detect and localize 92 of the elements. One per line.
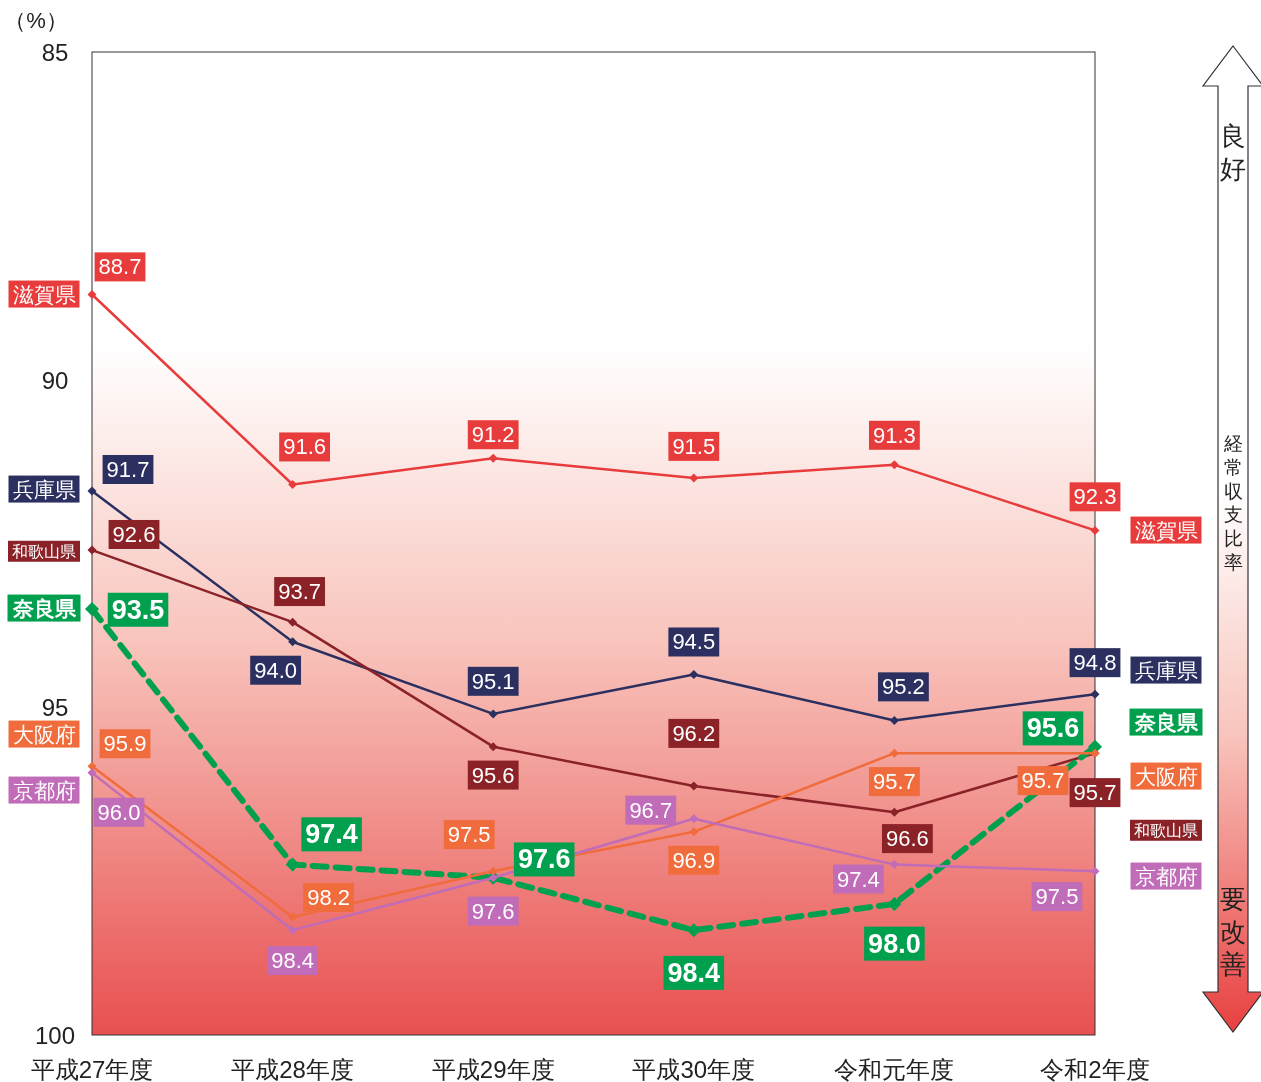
point: [488, 709, 498, 719]
series-label: 和歌山県: [12, 542, 76, 560]
data-label: 97.5: [1035, 884, 1079, 910]
point: [288, 637, 298, 647]
data-label: 98.2: [307, 884, 351, 910]
x-tick-label: 平成29年度: [431, 1056, 555, 1082]
point: [689, 473, 699, 483]
point: [1090, 525, 1100, 535]
data-label: 92.3: [1073, 484, 1117, 510]
point: [488, 866, 498, 876]
series-label: 滋賀県: [12, 282, 76, 306]
point: [488, 453, 498, 463]
legend-label: 奈良県: [11, 596, 77, 620]
point: [288, 480, 298, 490]
text: 京都府: [1134, 864, 1198, 888]
point: [686, 923, 701, 938]
point: [87, 545, 97, 555]
data-label: 96.9: [672, 847, 716, 873]
data-label: 97.4: [305, 819, 358, 850]
x-tick-label: 令和元年度: [834, 1056, 955, 1082]
data-label: 95.2: [881, 674, 925, 700]
data-label: 93.5: [111, 594, 165, 625]
data-label: 98.0: [868, 928, 921, 959]
data-label: 96.7: [629, 797, 673, 823]
data-label: 96.2: [672, 720, 716, 746]
point: [887, 896, 902, 911]
point: [87, 761, 97, 771]
series-label: 京都府: [12, 778, 76, 802]
text: 大阪府: [1134, 764, 1198, 788]
text: 経常収支比率: [1222, 433, 1243, 573]
data-label: 91.6: [283, 434, 327, 460]
y-tick-label: 100: [34, 1022, 76, 1049]
x-tick-label: 平成28年度: [231, 1056, 354, 1082]
point: [288, 912, 298, 922]
data-label: 96.0: [97, 799, 141, 825]
x-tick-label: 平成30年度: [632, 1056, 756, 1082]
data-label: 94.8: [1073, 650, 1117, 676]
point: [689, 814, 699, 824]
point: [689, 781, 699, 791]
data-label: 94.0: [254, 657, 298, 683]
y-tick-label: 95: [41, 694, 69, 722]
data-label: 95.6: [1026, 713, 1080, 744]
point: [689, 670, 699, 680]
data-label: 88.7: [98, 254, 142, 280]
text: 和歌山県: [1134, 821, 1198, 839]
point: [288, 925, 298, 935]
data-label: 97.6: [471, 898, 515, 924]
point: [689, 827, 699, 837]
point: [87, 486, 97, 496]
series-label: 兵庫県: [12, 477, 76, 501]
data-label: 91.7: [106, 456, 150, 482]
data-label: 94.5: [672, 629, 716, 655]
data-label: 91.2: [471, 422, 515, 448]
point: [1090, 689, 1100, 699]
data-label: 95.9: [103, 731, 147, 757]
point: [87, 289, 97, 299]
data-label: 96.6: [885, 826, 929, 852]
text: 滋賀県: [1134, 518, 1198, 542]
data-label: 95.1: [471, 668, 515, 694]
point: [889, 748, 899, 758]
x-tick-label: 令和2年度: [1040, 1056, 1150, 1082]
text: 兵庫県: [1134, 658, 1198, 682]
point: [488, 742, 498, 752]
point: [87, 768, 97, 778]
data-label: 95.6: [471, 762, 515, 788]
point: [889, 807, 899, 817]
data-label: 98.4: [667, 957, 721, 988]
y-tick-label: 90: [41, 366, 69, 394]
legend-label: 大阪府: [12, 722, 76, 746]
data-label: 91.5: [672, 433, 716, 459]
data-label: 95.7: [1021, 768, 1065, 794]
point: [889, 460, 899, 470]
point: [288, 617, 298, 627]
data-label: 95.7: [1073, 780, 1117, 806]
data-label: 92.6: [112, 521, 156, 547]
data-label: 93.7: [278, 579, 322, 605]
text: 要改善: [1220, 884, 1246, 979]
y-axis-title: （%）: [4, 8, 68, 33]
data-label: 91.3: [872, 422, 916, 448]
text: 奈良県: [1134, 710, 1198, 734]
data-label: 97.5: [447, 822, 491, 848]
text: 良好: [1220, 121, 1246, 184]
data-label: 97.6: [517, 844, 571, 875]
data-label: 97.4: [836, 866, 880, 892]
data-label: 98.4: [271, 948, 315, 974]
point: [889, 715, 899, 725]
point: [85, 602, 99, 617]
point: [1090, 866, 1100, 876]
point: [889, 860, 899, 870]
x-tick-label: 平成27年度: [30, 1056, 154, 1082]
y-tick-label: 85: [41, 39, 69, 66]
data-label: 95.7: [872, 769, 916, 795]
